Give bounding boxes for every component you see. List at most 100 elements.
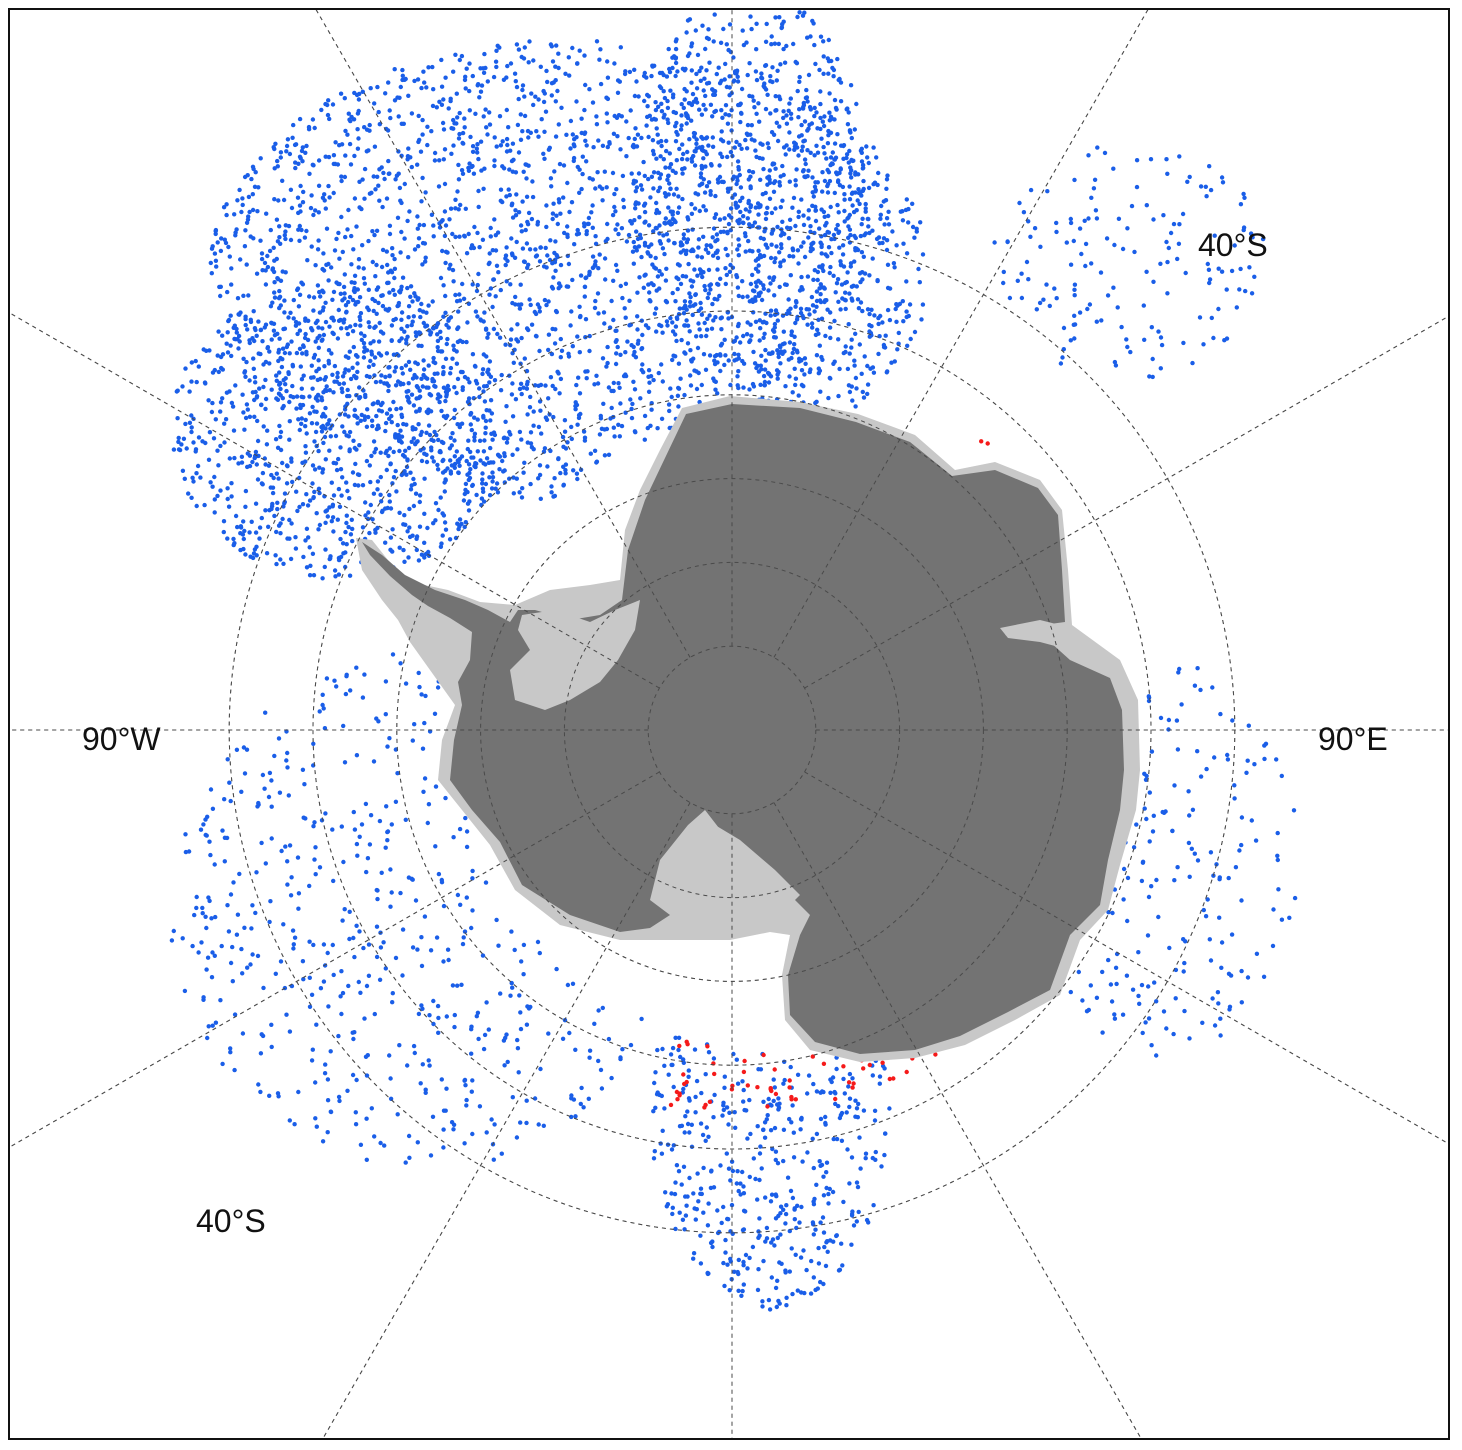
blue-observation-dot [323,509,328,514]
blue-observation-dot [606,385,612,390]
blue-observation-dot [512,71,518,76]
blue-observation-dot [263,406,268,412]
blue-observation-dot [215,493,220,499]
blue-observation-dot [340,374,346,379]
blue-observation-dot [711,39,716,44]
blue-observation-dot [697,208,702,214]
blue-observation-dot [175,388,180,393]
blue-observation-dot [812,113,817,119]
blue-observation-dot [335,370,340,376]
blue-observation-dot [615,344,620,350]
blue-observation-dot [618,1055,623,1060]
blue-observation-dot [661,89,666,94]
blue-observation-dot [780,198,785,203]
blue-observation-dot [850,203,855,208]
blue-observation-dot [436,1030,441,1035]
blue-observation-dot [229,266,234,271]
blue-observation-dot [393,468,398,474]
blue-observation-dot [491,74,497,80]
blue-observation-dot [763,1195,768,1200]
blue-observation-dot [822,178,828,184]
blue-observation-dot [372,101,377,106]
blue-observation-dot [678,376,683,381]
blue-observation-dot [670,1062,675,1068]
blue-observation-dot [339,386,344,391]
blue-observation-dot [827,178,833,184]
blue-observation-dot [247,414,253,419]
blue-observation-dot [628,1042,634,1048]
blue-observation-dot [330,297,335,302]
blue-observation-dot [693,1094,698,1100]
blue-observation-dot [441,513,447,518]
blue-observation-dot [574,471,580,476]
blue-observation-dot [771,189,777,194]
blue-observation-dot [298,183,303,189]
blue-observation-dot [346,524,351,530]
blue-observation-dot [387,231,393,237]
blue-observation-dot [569,309,574,314]
blue-observation-dot [854,284,859,289]
blue-observation-dot [657,84,663,89]
blue-observation-dot [282,491,288,496]
blue-observation-dot [288,237,294,243]
blue-observation-dot [398,250,403,255]
blue-observation-dot [775,224,780,230]
blue-observation-dot [590,100,596,105]
blue-observation-dot [517,429,523,435]
blue-observation-dot [519,335,524,341]
blue-observation-dot [573,403,578,409]
blue-observation-dot [514,1135,520,1140]
blue-observation-dot [822,151,827,156]
blue-observation-dot [812,153,817,158]
blue-observation-dot [321,440,326,446]
blue-observation-dot [661,157,666,162]
blue-observation-dot [748,338,753,343]
blue-observation-dot [741,1282,746,1287]
blue-observation-dot [358,418,363,423]
blue-observation-dot [756,278,761,283]
blue-observation-dot [799,285,804,290]
blue-observation-dot [287,1118,292,1123]
blue-observation-dot [716,180,721,185]
blue-observation-dot [831,74,836,79]
blue-observation-dot [311,942,316,948]
blue-observation-dot [235,296,241,301]
blue-observation-dot [818,240,823,245]
blue-observation-dot [320,425,325,430]
blue-observation-dot [914,229,919,234]
blue-observation-dot [420,384,425,389]
blue-observation-dot [805,128,810,133]
blue-observation-dot [830,1075,836,1080]
blue-observation-dot [309,363,314,368]
blue-observation-dot [372,1011,377,1017]
blue-observation-dot [556,51,561,56]
blue-observation-dot [237,312,242,317]
blue-observation-dot [504,107,509,113]
blue-observation-dot [392,275,397,281]
blue-observation-dot [565,982,571,988]
blue-observation-dot [475,230,480,236]
blue-observation-dot [801,384,806,389]
blue-observation-dot [538,496,543,501]
blue-observation-dot [238,257,243,262]
blue-observation-dot [364,458,370,464]
blue-observation-dot [331,390,336,395]
blue-observation-dot [460,369,465,375]
blue-observation-dot [400,452,406,458]
blue-observation-dot [478,458,483,463]
blue-observation-dot [455,892,461,898]
blue-observation-dot [740,358,745,364]
blue-observation-dot [819,136,824,141]
blue-observation-dot [355,369,360,375]
blue-observation-dot [282,298,287,303]
blue-observation-dot [254,333,259,338]
blue-observation-dot [288,187,294,192]
blue-observation-dot [810,203,815,208]
blue-observation-dot [856,1209,861,1215]
blue-observation-dot [793,183,798,188]
blue-observation-dot [411,314,416,319]
blue-observation-dot [528,394,533,400]
blue-observation-dot [904,251,910,256]
blue-observation-dot [758,235,763,241]
blue-observation-dot [881,199,886,204]
